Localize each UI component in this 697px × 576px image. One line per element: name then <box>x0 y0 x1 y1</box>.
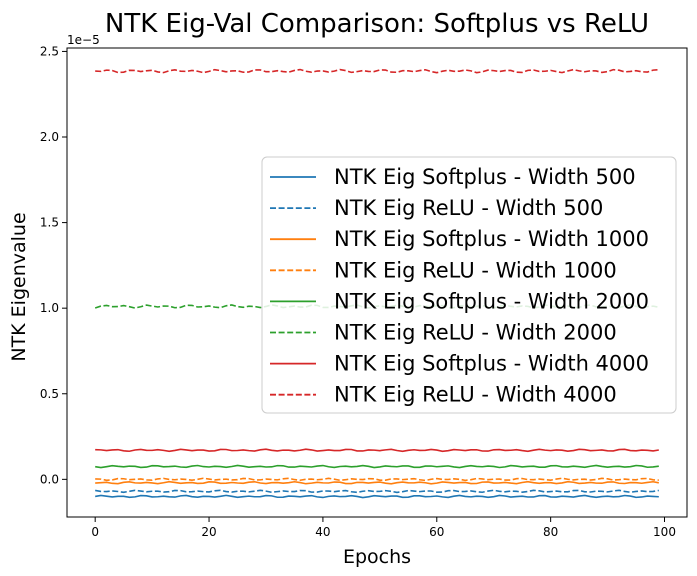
legend: NTK Eig Softplus - Width 500 NTK Eig ReLU… <box>261 156 677 414</box>
series-line <box>95 477 659 482</box>
legend-label: NTK Eig Softplus - Width 1000 <box>334 227 649 251</box>
series-line <box>95 68 659 74</box>
x-axis-label: Epochs <box>343 546 411 568</box>
series-line <box>95 464 659 469</box>
legend-label: NTK Eig Softplus - Width 2000 <box>334 289 649 313</box>
x-tick-label: 100 <box>653 525 676 539</box>
y-tick-label: 0.0 <box>40 472 59 486</box>
y-offset-label: 1e−5 <box>67 33 100 47</box>
series-line <box>95 448 659 453</box>
y-axis-ticks: 0.0 0.5 1.0 1.5 2.0 2.5 <box>40 44 67 486</box>
y-tick-label: 1.0 <box>40 301 59 315</box>
series-line <box>95 489 659 494</box>
x-tick-label: 80 <box>543 525 558 539</box>
x-tick-label: 60 <box>429 525 444 539</box>
y-tick-label: 2.5 <box>40 44 59 58</box>
legend-box <box>261 156 677 414</box>
series-line <box>95 480 659 485</box>
y-tick-label: 1.5 <box>40 216 59 230</box>
legend-label: NTK Eig ReLU - Width 500 <box>334 196 603 220</box>
legend-label: NTK Eig ReLU - Width 1000 <box>334 258 617 282</box>
y-tick-label: 0.5 <box>40 387 59 401</box>
legend-label: NTK Eig Softplus - Width 4000 <box>334 352 649 376</box>
legend-label: NTK Eig ReLU - Width 4000 <box>334 383 617 407</box>
x-axis-ticks: 0 20 40 60 80 100 <box>91 517 676 539</box>
x-tick-label: 40 <box>315 525 330 539</box>
y-axis-label: NTK Eigenvalue <box>8 212 30 361</box>
legend-label: NTK Eig Softplus - Width 500 <box>334 165 636 189</box>
series-line <box>95 494 659 499</box>
x-tick-label: 0 <box>91 525 99 539</box>
axes-frame <box>66 47 688 518</box>
y-tick-label: 2.0 <box>40 130 59 144</box>
x-tick-label: 20 <box>201 525 216 539</box>
chart-title: NTK Eig-Val Comparison: Softplus vs ReLU <box>105 9 649 39</box>
legend-label: NTK Eig ReLU - Width 2000 <box>334 321 617 345</box>
